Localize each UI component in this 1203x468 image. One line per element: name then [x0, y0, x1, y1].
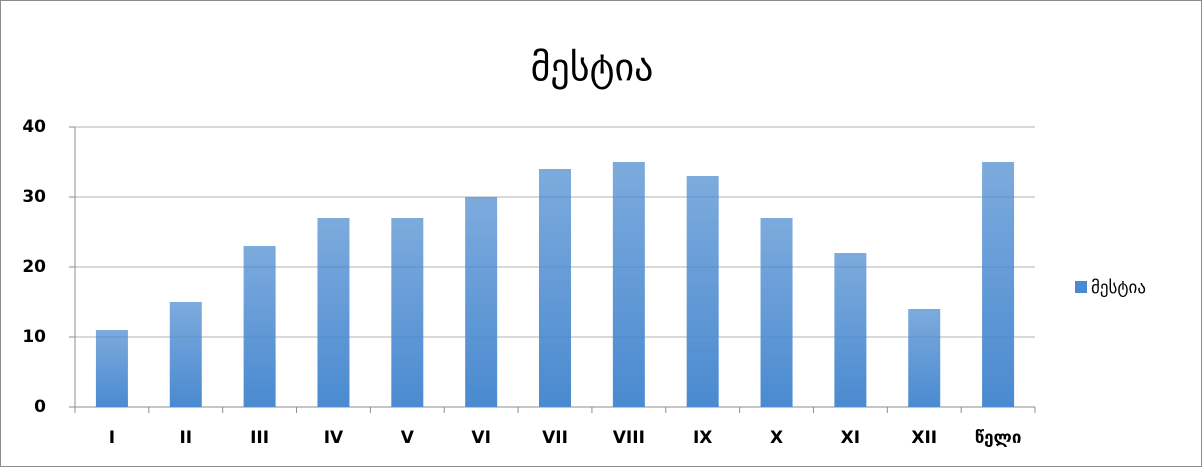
y-tick-label: 10	[22, 327, 46, 347]
x-tick-label: XI	[841, 428, 860, 448]
y-tick-label: 30	[22, 187, 46, 207]
bar	[908, 309, 941, 407]
bar	[317, 218, 350, 407]
x-tick-label: I	[109, 428, 115, 448]
chart-title: მესტია	[531, 46, 654, 90]
x-tick-label: IV	[324, 428, 344, 448]
x-tick-label: XII	[911, 428, 937, 448]
bar	[95, 330, 128, 407]
x-tick-label: წელი	[975, 428, 1022, 448]
bar	[612, 162, 645, 407]
y-tick-label: 20	[22, 257, 46, 277]
legend-label: მესტია	[1091, 278, 1146, 298]
x-tick-label: VI	[471, 428, 490, 448]
bar	[169, 302, 202, 407]
x-tick-label: III	[250, 428, 269, 448]
x-tick-label: X	[770, 428, 783, 448]
bar	[834, 253, 867, 407]
x-tick-label: IX	[693, 428, 712, 448]
bar	[539, 169, 571, 407]
bar	[465, 197, 498, 407]
x-tick-label: II	[179, 428, 192, 448]
bar	[243, 246, 276, 407]
x-tick-label: V	[401, 428, 415, 448]
x-tick-label: VII	[542, 428, 568, 448]
bar	[686, 176, 719, 407]
x-tick-label: VIII	[613, 428, 645, 448]
bar	[391, 218, 424, 407]
bar	[982, 162, 1015, 407]
bar	[760, 218, 793, 407]
y-tick-label: 40	[22, 117, 46, 137]
y-tick-label: 0	[34, 397, 46, 417]
legend-swatch	[1075, 281, 1087, 293]
